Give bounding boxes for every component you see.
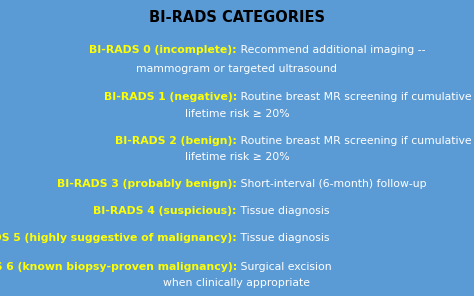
Text: BI-RADS 6 (known biopsy-proven malignancy):: BI-RADS 6 (known biopsy-proven malignanc…	[0, 262, 237, 272]
Text: BI-RADS 5 (highly suggestive of malignancy):: BI-RADS 5 (highly suggestive of malignan…	[0, 233, 237, 243]
Text: Short-interval (6-month) follow-up: Short-interval (6-month) follow-up	[237, 179, 427, 189]
Text: BI-RADS CATEGORIES: BI-RADS CATEGORIES	[149, 9, 325, 25]
Text: BI-RADS 1 (negative):: BI-RADS 1 (negative):	[104, 92, 237, 102]
Text: Routine breast MR screening if cumulative: Routine breast MR screening if cumulativ…	[237, 92, 472, 102]
Text: lifetime risk ≥ 20%: lifetime risk ≥ 20%	[185, 109, 289, 119]
Text: when clinically appropriate: when clinically appropriate	[164, 278, 310, 288]
Text: BI-RADS 3 (probably benign):: BI-RADS 3 (probably benign):	[57, 179, 237, 189]
Text: Surgical excision: Surgical excision	[237, 262, 332, 272]
Text: lifetime risk ≥ 20%: lifetime risk ≥ 20%	[185, 152, 289, 162]
Text: BI-RADS 0 (incomplete):: BI-RADS 0 (incomplete):	[90, 45, 237, 55]
Text: Tissue diagnosis: Tissue diagnosis	[237, 206, 329, 216]
Text: mammogram or targeted ultrasound: mammogram or targeted ultrasound	[137, 64, 337, 74]
Text: Routine breast MR screening if cumulative: Routine breast MR screening if cumulativ…	[237, 136, 472, 146]
Text: Tissue diagnosis: Tissue diagnosis	[237, 233, 329, 243]
Text: Recommend additional imaging --: Recommend additional imaging --	[237, 45, 426, 55]
Text: BI-RADS 4 (suspicious):: BI-RADS 4 (suspicious):	[93, 206, 237, 216]
Text: BI-RADS 2 (benign):: BI-RADS 2 (benign):	[115, 136, 237, 146]
